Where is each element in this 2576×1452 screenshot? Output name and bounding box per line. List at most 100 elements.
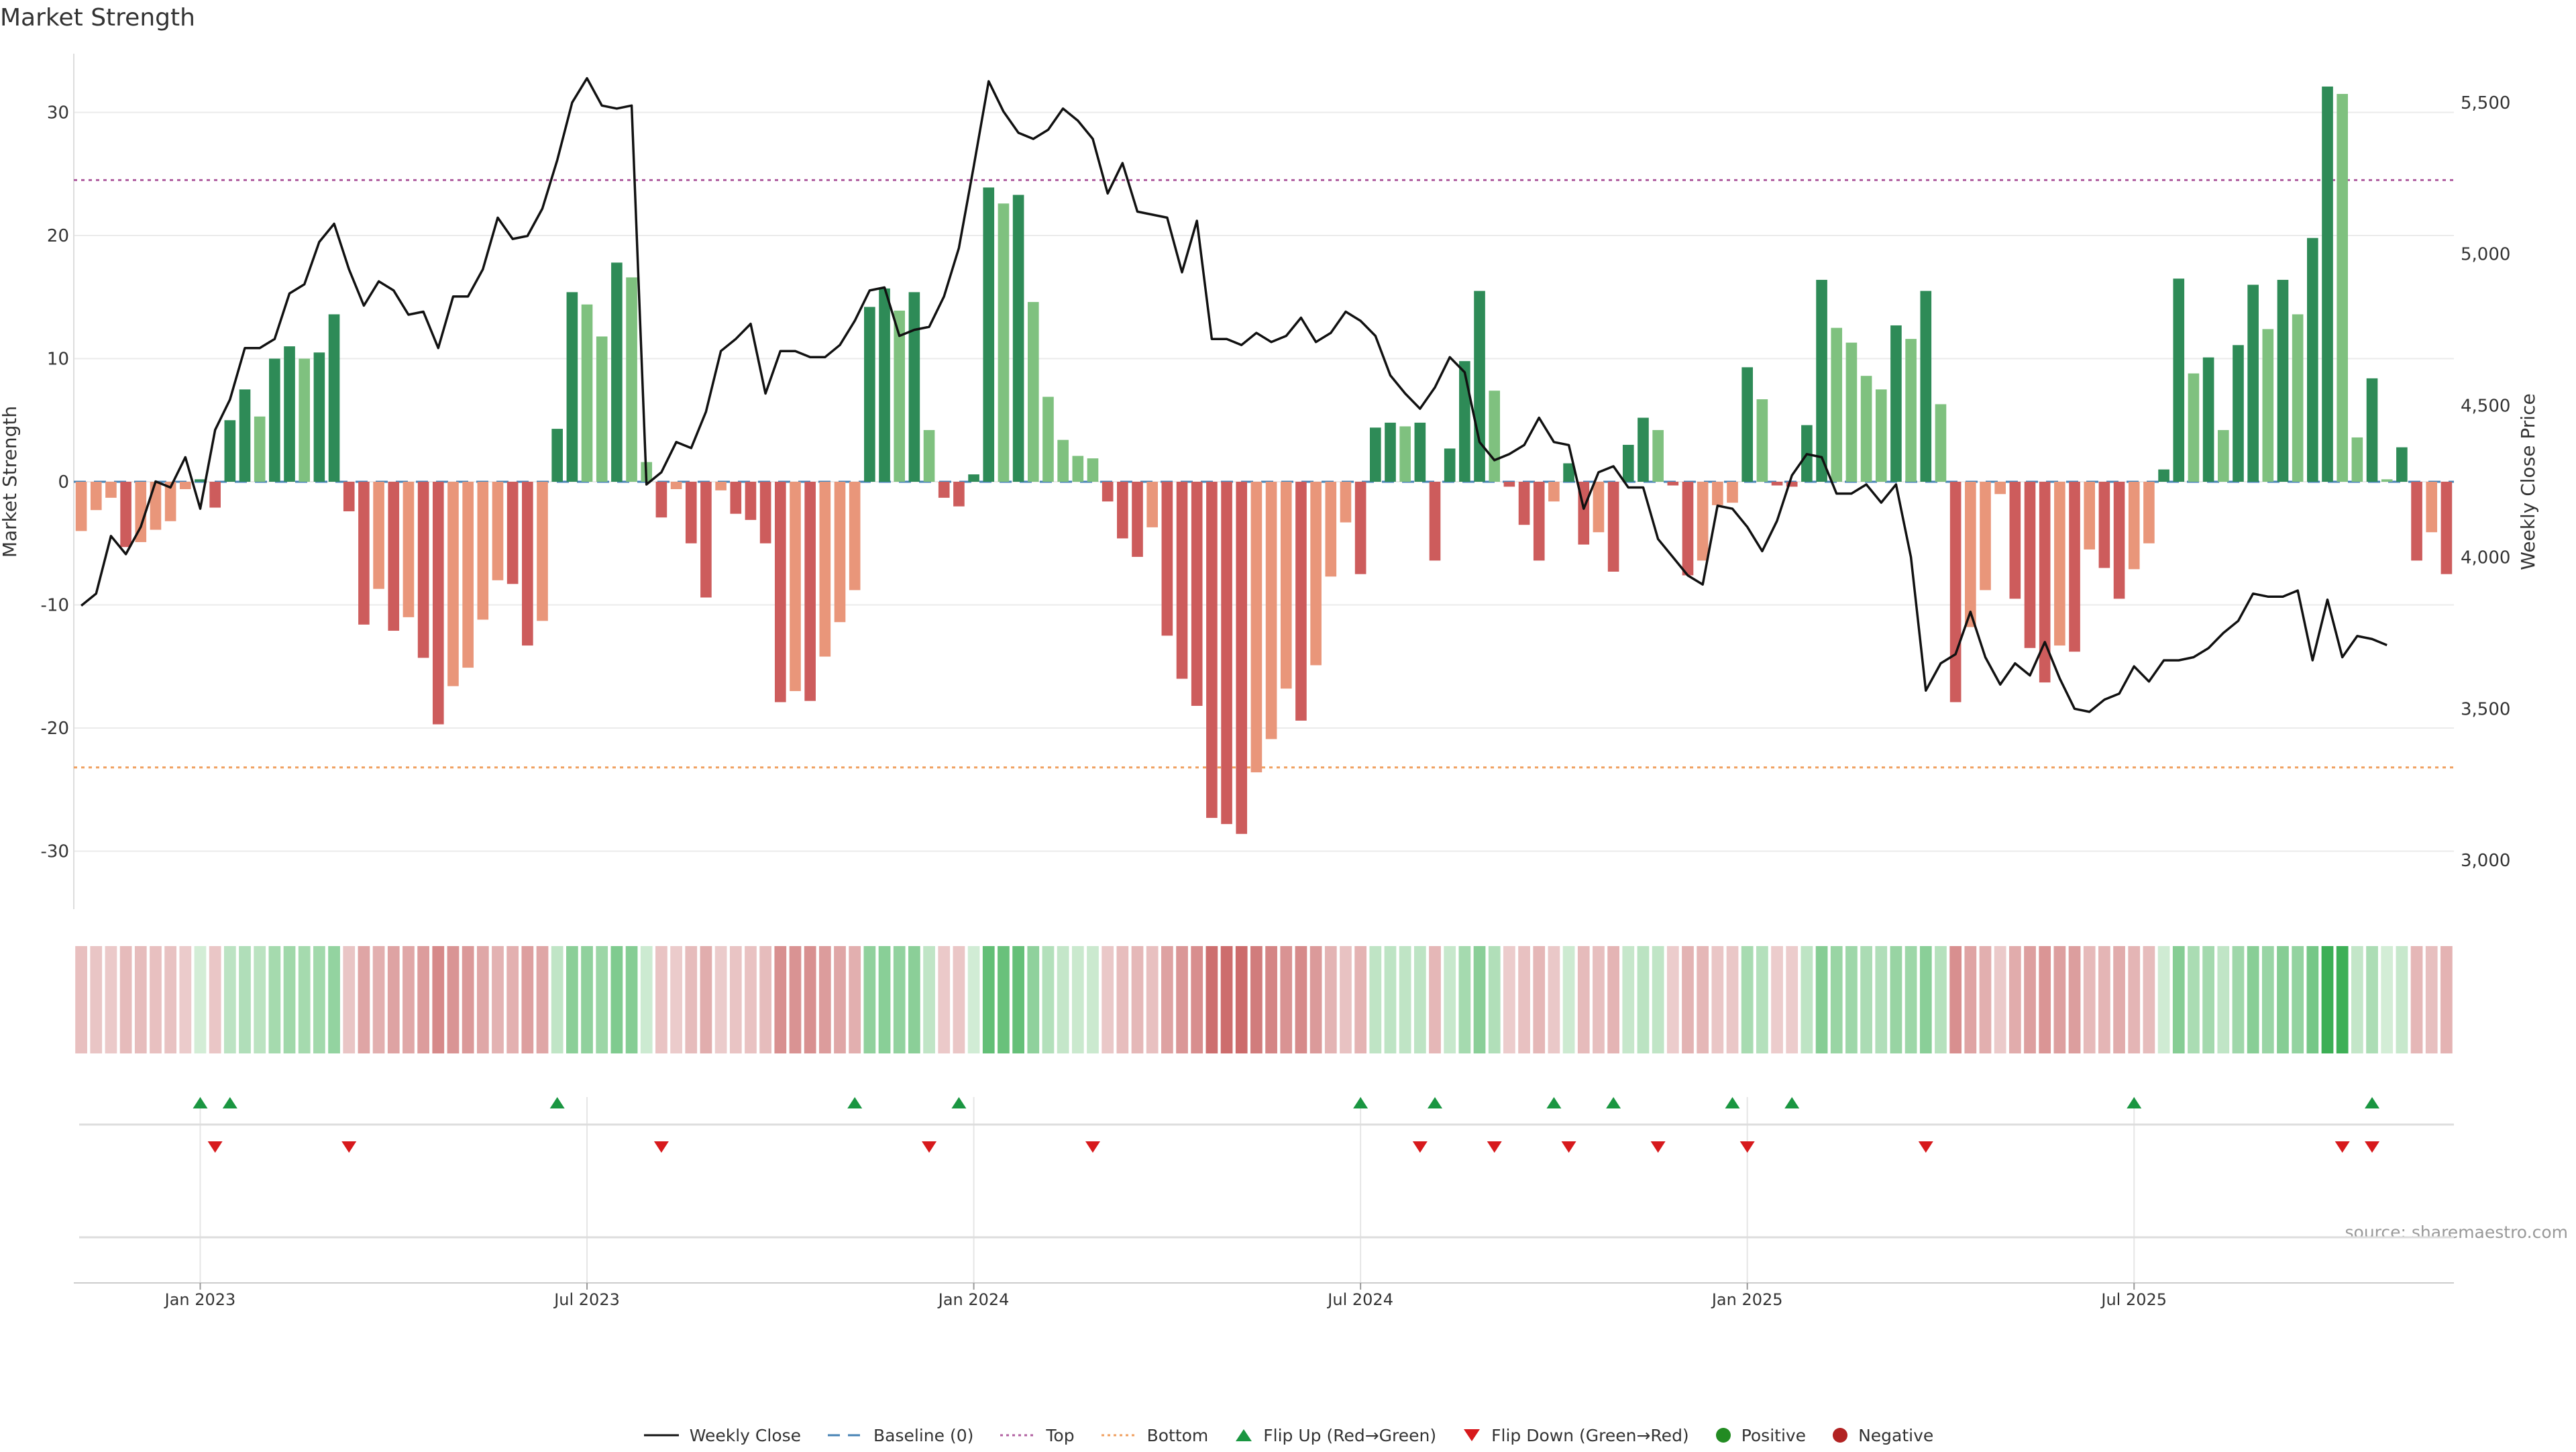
heat-cell xyxy=(1786,946,1799,1053)
heat-cell xyxy=(462,946,474,1053)
strength-bar xyxy=(1949,482,1962,703)
strength-bar xyxy=(1459,361,1470,482)
strength-bar xyxy=(328,314,340,482)
strength-bar xyxy=(75,482,87,531)
heat-cell xyxy=(1666,946,1679,1053)
heat-cell xyxy=(2440,946,2453,1053)
y-tick-label: 0 xyxy=(58,472,69,492)
source-label: source: sharemaestro.com xyxy=(2345,1223,2569,1242)
strength-bar xyxy=(284,346,295,482)
strength-bar xyxy=(581,304,593,482)
heat-cell xyxy=(1622,946,1635,1053)
flip-up-marker xyxy=(1725,1097,1740,1108)
heat-cell xyxy=(1964,946,1977,1053)
strength-bar xyxy=(715,482,727,490)
flip-up-marker xyxy=(1606,1097,1621,1108)
x-tick-label: Jul 2024 xyxy=(1326,1290,1393,1309)
legend-negative-label: Negative xyxy=(1858,1425,1934,1445)
flip-up-marker xyxy=(222,1097,237,1108)
strength-bar xyxy=(209,482,221,508)
strength-bar xyxy=(537,482,548,621)
strength-bar xyxy=(670,482,682,490)
heat-cell xyxy=(164,946,177,1053)
strength-bar xyxy=(2396,447,2408,482)
strength-bar xyxy=(1697,482,1709,561)
heat-cell xyxy=(2217,946,2230,1053)
strength-bar xyxy=(164,482,176,521)
legend-weekly-close-label: Weekly Close xyxy=(689,1425,802,1445)
strength-bar xyxy=(2024,482,2036,648)
strength-bar xyxy=(1831,327,1843,482)
heat-cell xyxy=(298,946,311,1053)
heat-cell xyxy=(372,946,385,1053)
strength-bar xyxy=(2158,469,2169,482)
strength-bar xyxy=(1295,482,1307,721)
heat-cell xyxy=(1577,946,1590,1053)
heat-cell xyxy=(1771,946,1783,1053)
heat-cell xyxy=(923,946,935,1053)
heat-cell xyxy=(1697,946,1709,1053)
strength-bar xyxy=(1563,463,1574,482)
strength-bar xyxy=(1622,444,1634,482)
heat-cell xyxy=(1235,946,1248,1053)
strength-bar xyxy=(1117,482,1128,539)
flip-down-marker xyxy=(653,1141,669,1153)
heat-cell xyxy=(1488,946,1501,1053)
heat-cell xyxy=(1503,946,1515,1053)
strength-bar xyxy=(417,482,429,658)
flip-down-marker xyxy=(341,1141,357,1153)
strength-bar xyxy=(358,482,370,625)
strength-bar xyxy=(1890,325,1902,482)
heat-cell xyxy=(1949,946,1962,1053)
heat-cell xyxy=(953,946,965,1053)
heat-cell xyxy=(1176,946,1188,1053)
heat-cell xyxy=(402,946,415,1053)
heat-cell xyxy=(2321,946,2334,1053)
heat-cell xyxy=(1102,946,1114,1053)
heat-cell xyxy=(1146,946,1159,1053)
y2-tick-label: 4,000 xyxy=(2461,548,2510,568)
legend-flip-down: Flip Down (Green→Red) xyxy=(1462,1426,1689,1445)
legend-flip-up: Flip Up (Red→Green) xyxy=(1234,1426,1436,1445)
weekly-close-series xyxy=(80,76,2387,713)
heat-cell xyxy=(2292,946,2304,1053)
heat-cell xyxy=(2024,946,2036,1053)
heat-cell xyxy=(610,946,623,1053)
heat-cell xyxy=(789,946,802,1053)
heat-cell xyxy=(1191,946,1203,1053)
heat-cell xyxy=(1354,946,1367,1053)
y2-tick-label: 5,500 xyxy=(2461,93,2510,113)
strength-bar xyxy=(105,482,117,498)
heat-cell xyxy=(596,946,608,1053)
heat-cell xyxy=(1518,946,1530,1053)
strength-bar xyxy=(462,482,474,668)
legend-bottom-label: Bottom xyxy=(1146,1425,1209,1445)
y2-tick-label: 3,500 xyxy=(2461,699,2510,719)
strength-bar xyxy=(1072,456,1084,482)
strength-bar xyxy=(2381,479,2393,482)
heat-cell xyxy=(640,946,653,1053)
strength-bar xyxy=(1444,448,1456,482)
heat-cell xyxy=(150,946,162,1053)
flip-down-marker xyxy=(1650,1141,1666,1153)
x-tick-label: Jul 2025 xyxy=(2100,1290,2167,1309)
strength-bar xyxy=(1176,482,1188,679)
legend-weekly-close: Weekly Close xyxy=(643,1426,801,1445)
heat-cell xyxy=(1473,946,1486,1053)
strength-bar xyxy=(1518,482,1530,525)
strength-bar xyxy=(1875,389,1887,482)
y-tick-label: -10 xyxy=(41,596,69,616)
heat-cell xyxy=(1890,946,1902,1053)
strength-bar xyxy=(2009,482,2021,599)
heat-cell xyxy=(1027,946,1040,1053)
chart-legend: Weekly Close Baseline (0) Top Bottom Fli… xyxy=(0,1418,2576,1452)
heat-cell xyxy=(878,946,891,1053)
heat-cell xyxy=(239,946,251,1053)
heat-cell xyxy=(2306,946,2319,1053)
top-dotted-line-icon xyxy=(1000,1434,1036,1437)
strength-bar xyxy=(1325,482,1337,577)
strength-bar xyxy=(2173,278,2185,482)
strength-bar xyxy=(2054,482,2065,646)
heat-cell xyxy=(1161,946,1173,1053)
heat-cell xyxy=(1726,946,1739,1053)
